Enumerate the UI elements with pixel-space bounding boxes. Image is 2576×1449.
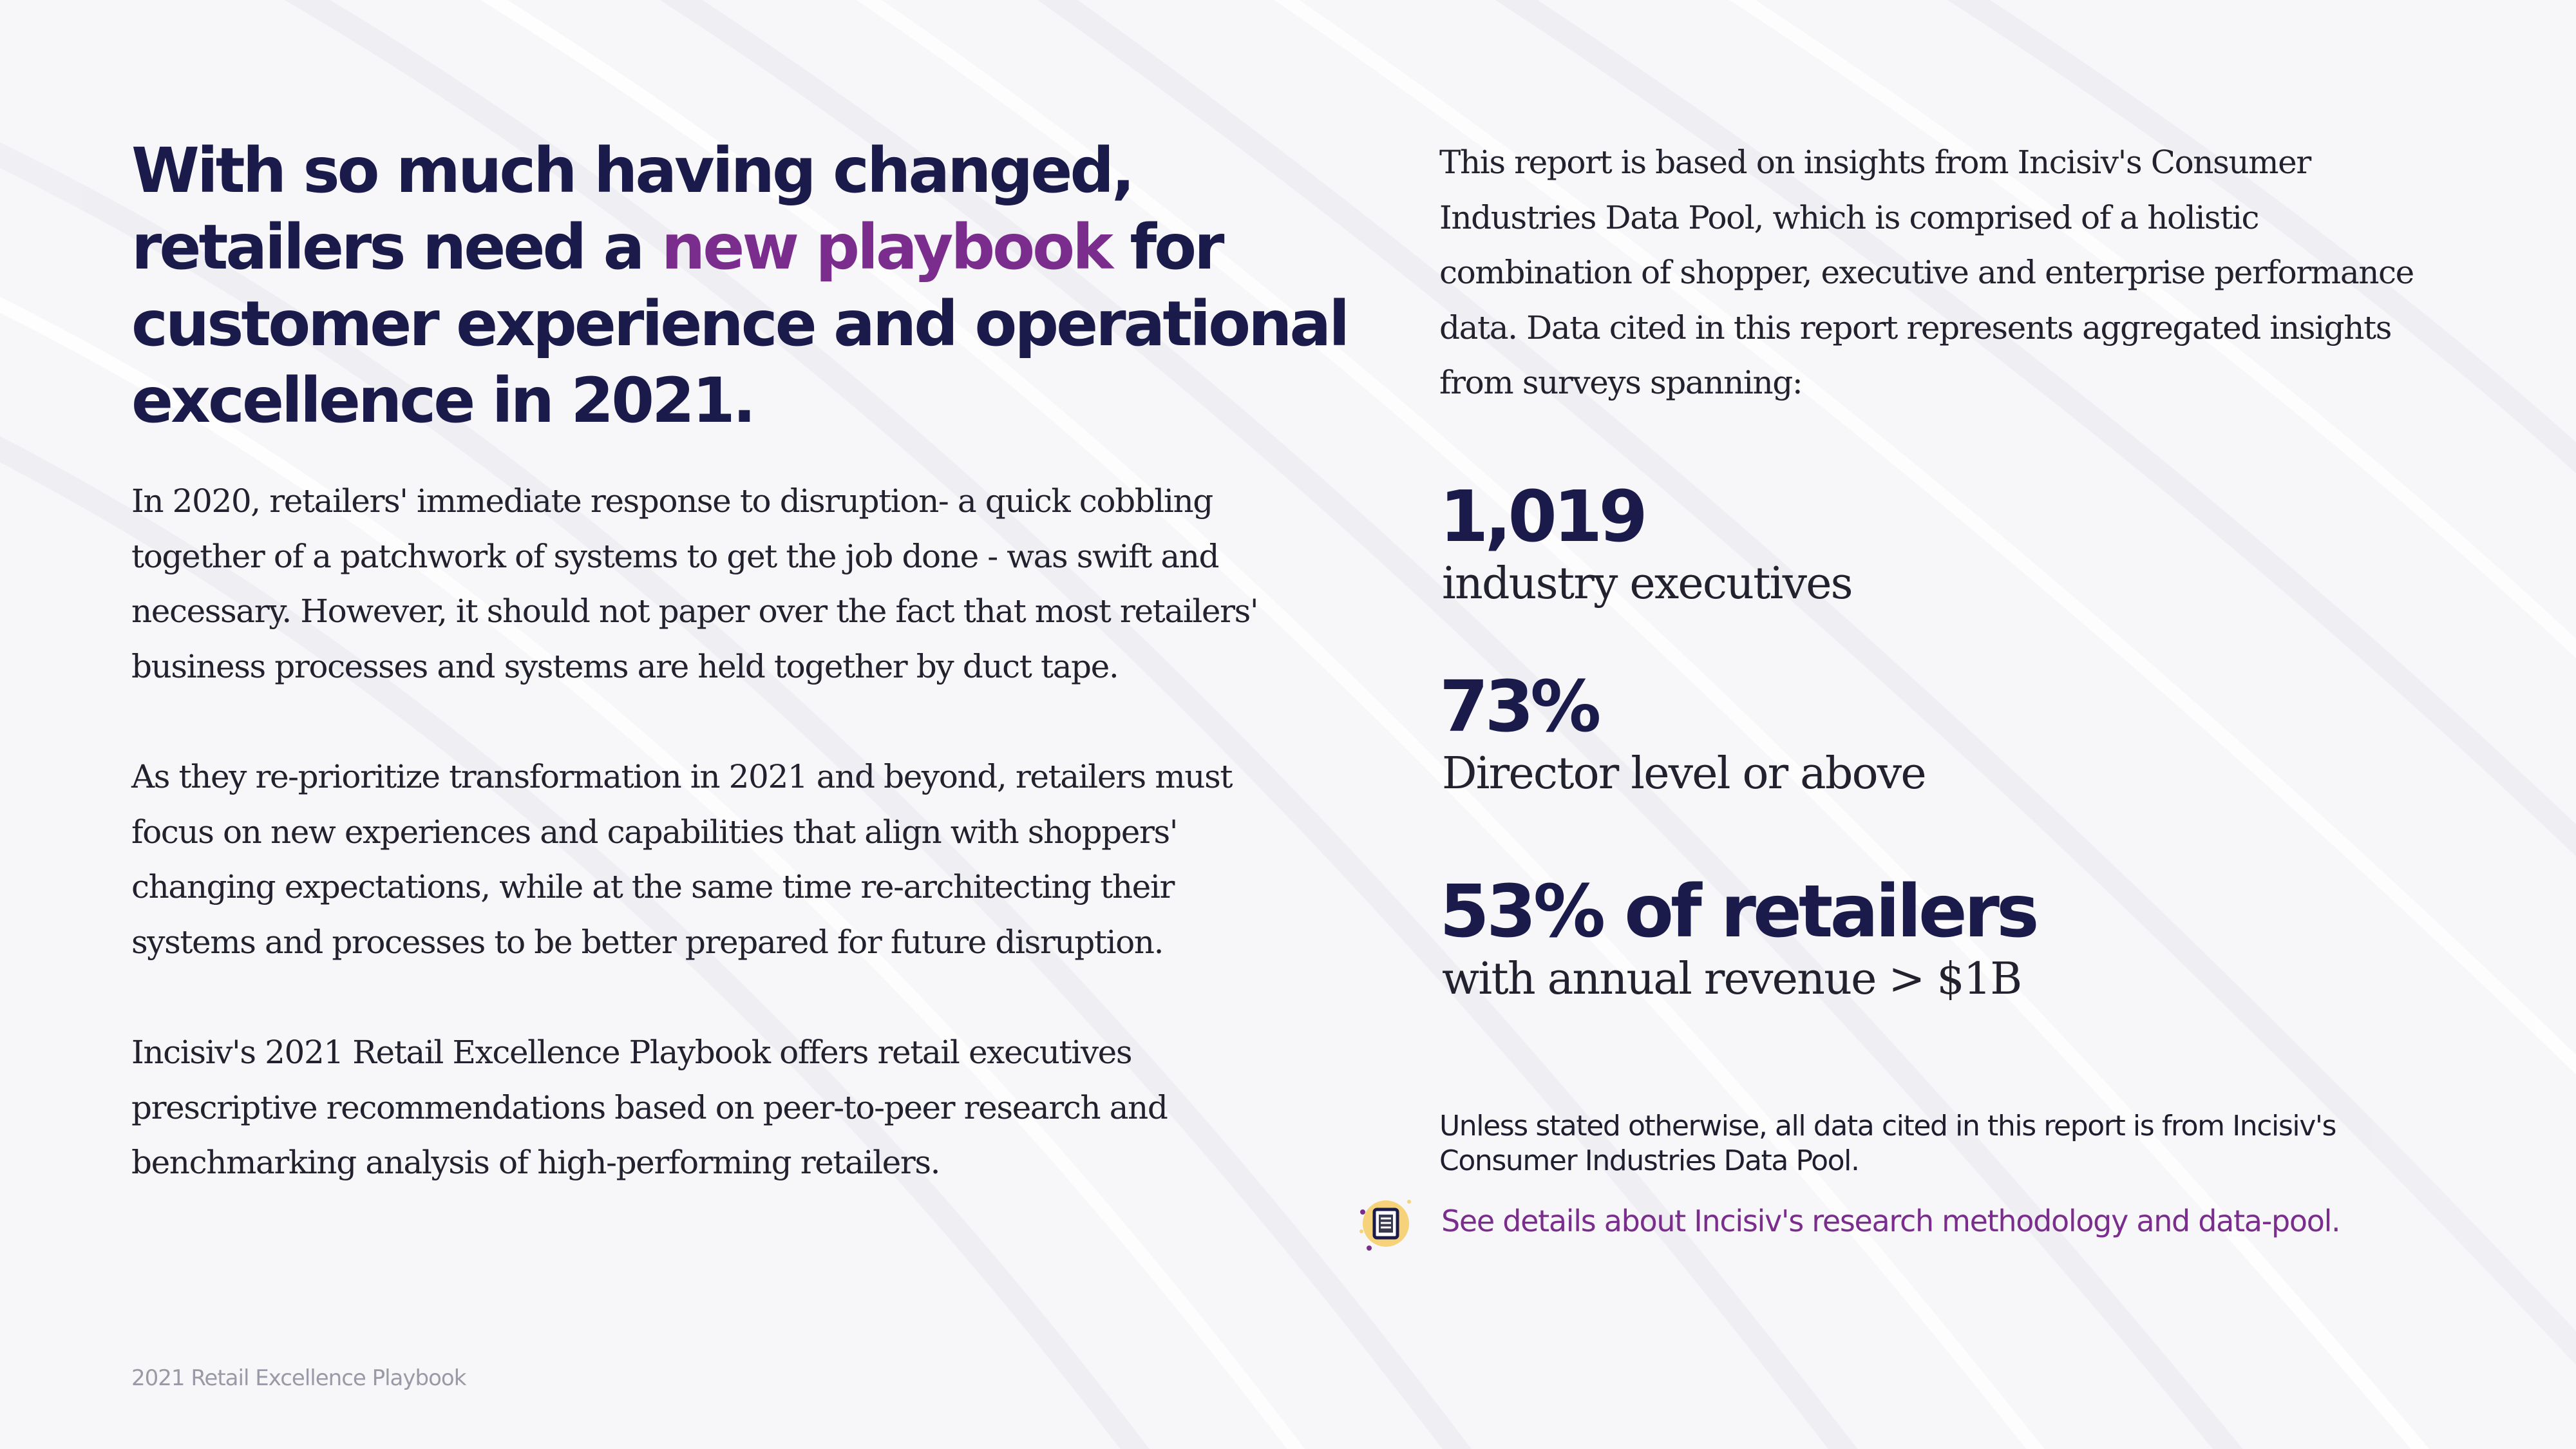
stat-label: with annual revenue > $1B (1442, 954, 2022, 1005)
headline-text-end: for customer experience and operational … (131, 211, 1350, 437)
stat-executives: 1,019 industry executives (1439, 475, 1853, 613)
stat-value: 53% of retailers (1439, 870, 2040, 954)
stat-value: 1,019 (1439, 475, 1648, 558)
headline-text-start: With so much having changed, retailers n… (131, 135, 1135, 283)
intro-section: In 2020, retailers' immediate response t… (131, 474, 1303, 1246)
methodology-link[interactable]: See details about Incisiv's research met… (1441, 1204, 2341, 1238)
stat-label: industry executives (1442, 558, 1853, 609)
headline-accent-text: new playbook (661, 211, 1113, 283)
footer-title: 2021 Retail Excellence Playbook (131, 1365, 466, 1391)
stat-label: Director level or above (1442, 748, 1927, 799)
intro-paragraph: Incisiv's 2021 Retail Excellence Playboo… (131, 1034, 1168, 1181)
document-icon[interactable] (1355, 1193, 1417, 1255)
stat-value: 73% (1439, 665, 1601, 748)
intro-paragraph: As they re-prioritize transformation in … (131, 758, 1233, 961)
page-headline: With so much having changed, retailers n… (131, 133, 1355, 439)
source-note: Unless stated otherwise, all data cited … (1439, 1110, 2336, 1177)
report-basis-text: This report is based on insights from In… (1439, 144, 2414, 401)
stat-director-level: 73% Director level or above (1439, 665, 1927, 803)
stat-retailers-revenue: 53% of retailers with annual revenue > $… (1439, 870, 2040, 1009)
intro-paragraph: In 2020, retailers' immediate response t… (131, 482, 1259, 685)
